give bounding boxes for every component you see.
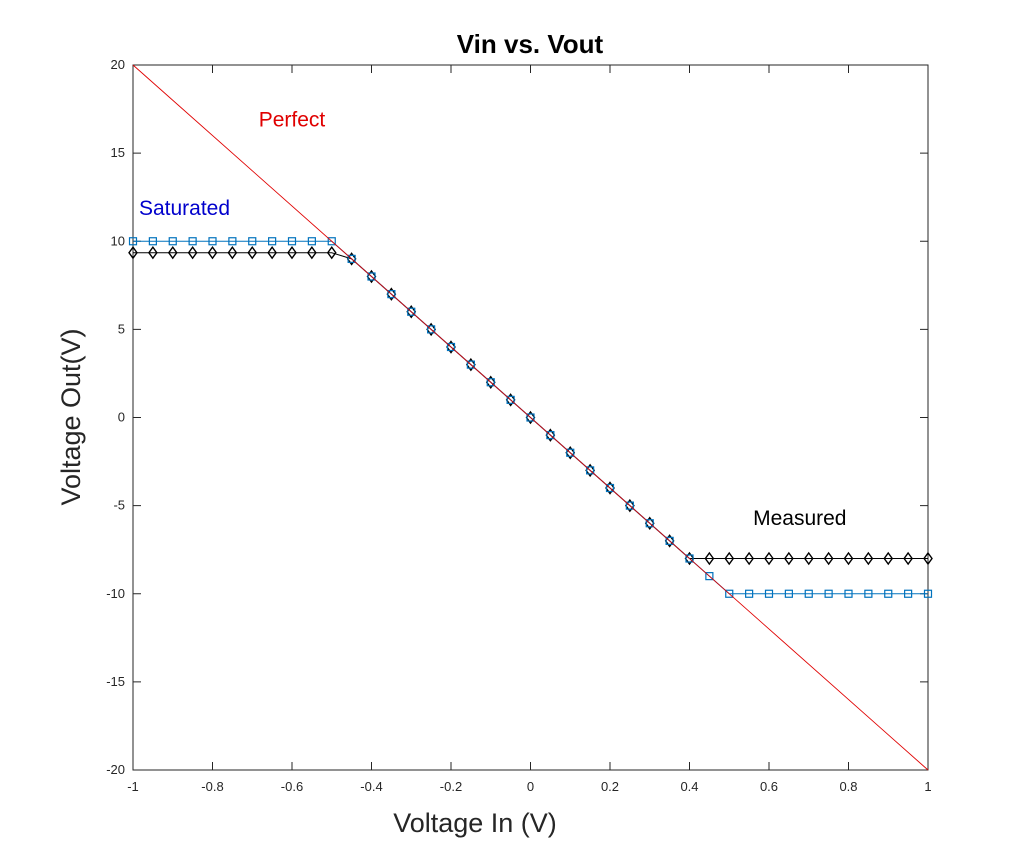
measured-point [724,551,735,566]
saturated-point [168,237,177,246]
saturated-point [128,237,138,246]
saturated-point [864,589,873,598]
x-tick-label: 1 [924,779,931,794]
measured-point [148,246,158,260]
saturated-point [446,342,456,352]
x-tick-label: 0.2 [601,779,619,794]
saturated-point [228,237,237,246]
x-tick-label: -0.8 [201,779,223,794]
measured-point [764,551,774,566]
saturated-point [287,237,297,246]
saturated-point [367,272,376,281]
measured-point [863,551,874,566]
chart-title: Vin vs. Vout [457,29,604,59]
measured-point [227,246,238,260]
measured-point [267,246,277,260]
saturated-point [466,360,475,369]
x-tick-label: 0 [527,779,534,794]
measured-point [326,246,337,260]
saturated-point [645,519,654,528]
saturated-point [546,431,555,440]
saturated-point [824,589,833,598]
measured-point [883,551,894,566]
saturated-point [526,413,535,422]
y-tick-label: -10 [106,586,125,601]
measured-point [823,551,834,566]
saturated-point [586,466,595,475]
saturated-point [884,589,893,598]
saturated-point [685,554,694,563]
measured-point [803,551,814,566]
x-tick-label: -0.2 [440,779,462,794]
x-tick-label: 0.6 [760,779,778,794]
annotation-perfect: Perfect [259,109,326,132]
saturated-point [307,237,316,246]
saturated-point [605,483,615,493]
saturated-point [844,589,853,598]
saturated-point [804,589,813,598]
measured-point [247,246,258,260]
saturated-point [725,589,734,598]
measured-point [128,246,138,260]
x-tick-label: -1 [127,779,139,794]
y-tick-label: -15 [106,674,125,689]
y-tick-label: 0 [118,410,125,425]
saturated-point [387,290,396,299]
saturated-point [506,395,515,404]
y-tick-label: -20 [106,762,125,777]
annotation-measured: Measured [753,507,846,530]
x-axis-label: Voltage In (V) [393,808,557,838]
saturated-point [486,378,495,387]
series-perfect [132,64,929,771]
y-tick-label: -5 [113,498,125,513]
y-tick-label: 5 [118,321,125,336]
saturated-point [248,237,257,246]
perfect-line [132,64,929,771]
measured-point [207,246,218,260]
measured-point [744,551,754,566]
saturated-point [764,589,774,598]
x-tick-label: -0.4 [360,779,382,794]
saturated-point [268,237,277,246]
saturated-point [566,448,575,457]
saturated-point [904,589,913,598]
y-tick-label: 10 [111,233,125,248]
y-tick-label: 15 [111,145,125,160]
saturated-point [148,237,157,246]
annotations: Perfect Saturated Measured [139,109,847,530]
x-tick-label: -0.6 [281,779,303,794]
saturated-point [407,307,416,316]
saturated-point [625,501,634,510]
measured-point [287,246,297,260]
saturated-point [745,589,754,598]
measured-point [903,551,913,566]
annotation-saturated: Saturated [139,197,230,220]
saturated-point [923,589,933,598]
measured-point [923,551,933,566]
saturated-point [327,237,336,246]
saturated-point [188,237,197,246]
measured-point [704,551,715,566]
saturated-point [705,572,714,581]
x-tick-label: 0.8 [839,779,857,794]
y-axis-label: Voltage Out(V) [56,328,86,505]
saturated-point [347,254,356,263]
measured-point [784,551,794,566]
axis-ticks: -1 -0.8 -0.6 -0.4 -0.2 0 0.2 0.4 0.6 0.8 1 -20 -15 -1… [106,57,931,794]
x-tick-label: 0.4 [680,779,698,794]
y-tick-label: 20 [111,57,125,72]
measured-point [167,246,178,260]
measured-point [843,551,854,566]
saturated-point [208,237,217,246]
saturated-point [665,536,674,545]
measured-point [307,246,317,260]
saturated-point [784,589,793,598]
series-layer [128,64,933,771]
measured-point [187,246,198,260]
saturated-point [427,325,436,334]
